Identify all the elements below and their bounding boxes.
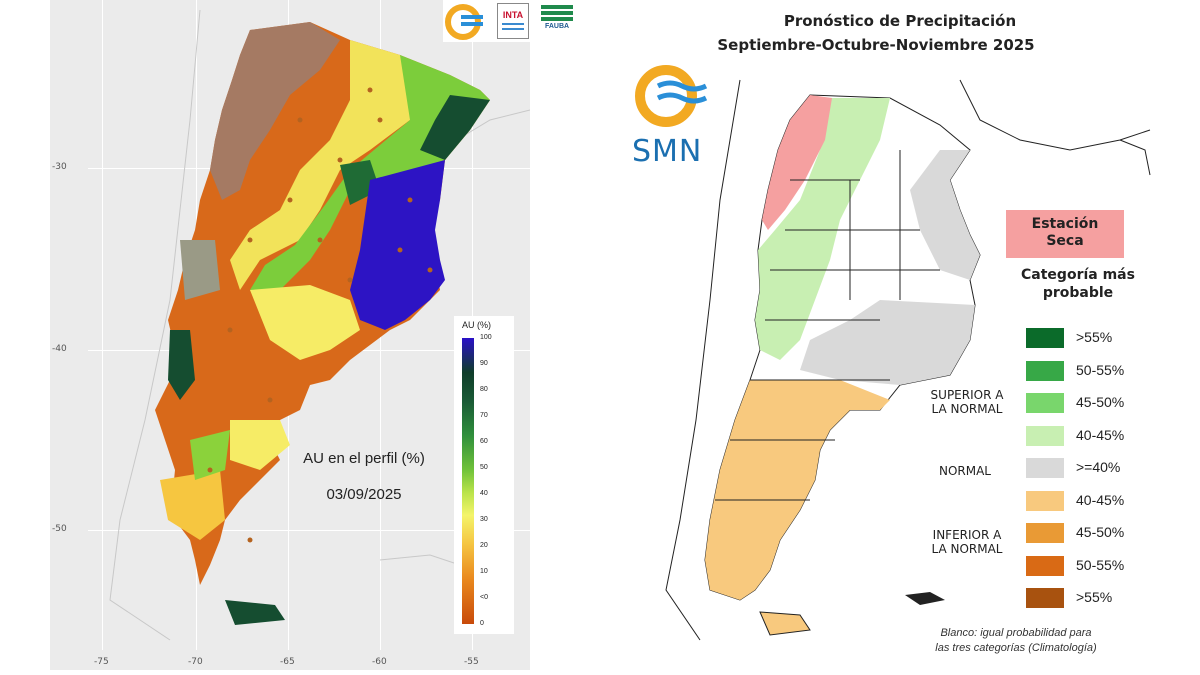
group-label-line: SUPERIOR A [930,388,1004,402]
scale-tick: 30 [480,516,488,523]
footnote-line: las tres categorías (Climatología) [935,642,1097,654]
smn-logo-icon [635,65,708,127]
x-tick-label: -55 [464,657,479,667]
legend-label: 40-45% [1076,426,1125,443]
scale-bar [462,338,474,624]
smn-logo-text: SMN [632,134,703,169]
x-tick-label: -70 [188,657,203,667]
inta-logo-text: INTA [502,10,524,20]
scale-tick: 70 [480,412,488,419]
scale-tick: 0 [480,620,484,627]
x-tick-label: -65 [280,657,295,667]
legend-swatch [1026,360,1064,381]
grid-line [88,530,530,531]
soil-water-map-panel: -30 -40 -50 -75 -70 -65 -60 -55 AU en el… [50,0,580,670]
group-label-normal: NORMAL [938,464,991,478]
legend-swatch [1026,490,1064,511]
scale-tick: 80 [480,386,488,393]
legend-label: >=40% [1076,459,1121,475]
legend-swatch [1026,425,1064,446]
legend-title-line: probable [1042,285,1114,301]
scale-tick: 20 [480,542,488,549]
inta-logo-icon: INTA [497,3,529,39]
legend-title-line: Categoría más [1021,267,1135,283]
footnote: Blanco: igual probabilidad para las tres… [886,626,1146,656]
scale-tick: <0 [480,594,488,601]
grid-line [102,0,103,650]
scale-tick: 60 [480,438,488,445]
fauba-logo-icon: FAUBA [539,3,575,39]
smn-logo-icon [445,4,483,40]
footnote-line: Blanco: igual probabilidad para [940,627,1092,639]
legend-label: 50-55% [1076,361,1125,378]
scale-tick: 40 [480,490,488,497]
fauba-logo-text: FAUBA [544,23,570,30]
argentina-forecast-map [665,79,1151,641]
forecast-period: Septiembre-Octubre-Noviembre 2025 [717,36,1035,54]
scale-tick: 50 [480,464,488,471]
legend-swatch [1026,393,1064,413]
legend-label: 40-45% [1076,491,1125,508]
argentina-soil-water-map [109,9,530,641]
scale-title: AU (%) [462,320,491,330]
y-tick-label: -40 [52,344,67,354]
dry-season-label: Estación Seca [1006,210,1124,258]
dry-season-line: Seca [1046,233,1084,249]
legend-swatch [1026,523,1064,543]
scale-tick: 90 [480,360,488,367]
x-tick-label: -60 [372,657,387,667]
y-tick-label: -30 [52,162,67,172]
institution-logos: INTA FAUBA [443,0,580,42]
legend-swatch [1026,328,1064,348]
scale-tick: 100 [480,334,492,341]
legend-swatch [1026,588,1064,608]
legend-label: 45-50% [1076,524,1125,540]
group-label-superior: SUPERIOR A LA NORMAL [912,388,1022,416]
forecast-title: Pronóstico de Precipitación [783,12,1017,30]
legend-title: Categoría más probable [998,266,1158,302]
legend-swatch [1026,555,1064,576]
legend-label: 45-50% [1076,394,1125,410]
color-scale-legend: AU (%) 100 90 80 70 60 50 40 30 20 10 <0… [454,316,514,634]
map-caption-date: 03/09/2025 [326,486,402,503]
group-label-line: INFERIOR A [932,528,1002,542]
x-tick-label: -75 [94,657,109,667]
y-tick-label: -50 [52,524,67,534]
group-label-line: LA NORMAL [931,542,1003,556]
scale-tick: 10 [480,568,488,575]
legend-label: 50-55% [1076,556,1125,573]
map-caption-title: AU en el perfil (%) [303,450,425,467]
legend-label: >55% [1076,589,1113,605]
precipitation-forecast-panel: Pronóstico de Precipitación Septiembre-O… [600,0,1200,675]
legend-label: >55% [1076,329,1113,345]
dry-season-line: Estación [1031,216,1099,232]
group-label-inferior: INFERIOR A LA NORMAL [912,528,1022,556]
legend-swatch [1026,458,1064,478]
group-label-line: LA NORMAL [931,402,1003,416]
